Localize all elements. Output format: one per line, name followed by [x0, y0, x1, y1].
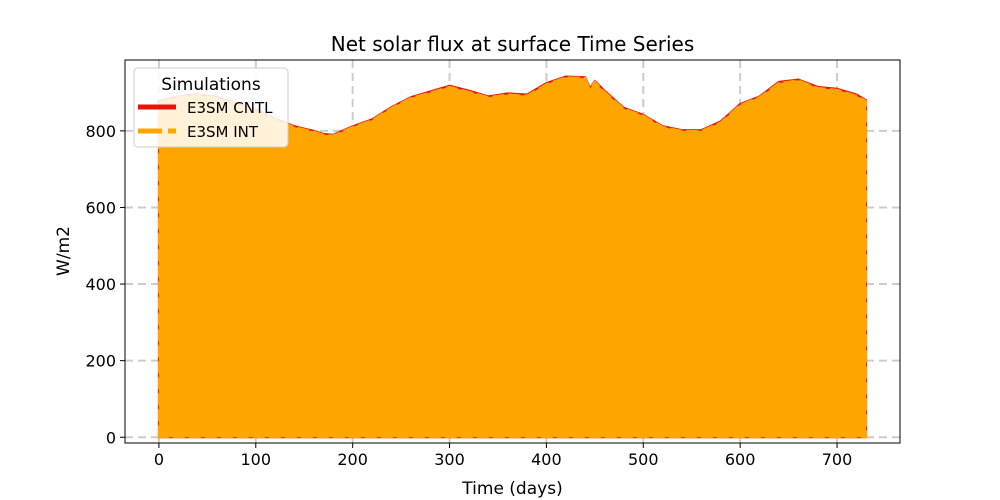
y-tick-label-3: 600	[85, 198, 116, 217]
x-tick-label-5: 500	[628, 450, 659, 469]
x-tick-label-0: 0	[154, 450, 164, 469]
axis-ticks: 0 100 200 300 400 500 600 700 0 200 400 600 800	[85, 122, 852, 469]
legend-box	[133, 67, 289, 148]
y-tick-label-0: 0	[106, 428, 116, 447]
legend: Simulations E3SM CNTL E3SM INT	[133, 67, 289, 148]
y-tick-label-2: 400	[85, 275, 116, 294]
x-tick-label-3: 300	[434, 450, 465, 469]
legend-title: Simulations	[161, 75, 261, 95]
x-tick-label-7: 700	[822, 450, 853, 469]
x-tick-label-6: 600	[725, 450, 756, 469]
y-tick-label-4: 800	[85, 122, 116, 141]
legend-label-int: E3SM INT	[187, 123, 259, 141]
x-tick-label-2: 200	[337, 450, 368, 469]
x-axis-label: Time (days)	[461, 479, 562, 499]
x-tick-label-4: 400	[531, 450, 562, 469]
series-area	[157, 75, 868, 439]
legend-label-cntl: E3SM CNTL	[187, 99, 273, 117]
chart-title: Net solar flux at surface Time Series	[331, 32, 695, 56]
y-tick-label-1: 200	[85, 352, 116, 371]
x-tick-label-1: 100	[241, 450, 272, 469]
y-axis-label: W/m2	[54, 226, 74, 276]
plot-frame	[124, 59, 901, 444]
